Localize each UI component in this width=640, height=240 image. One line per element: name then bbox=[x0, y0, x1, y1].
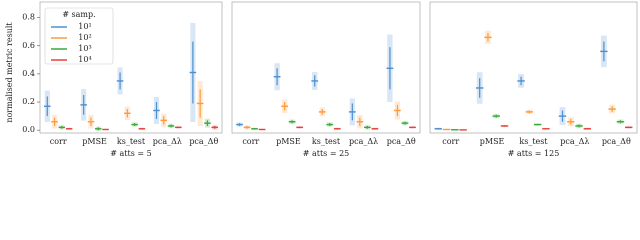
legend-label: 10² bbox=[78, 33, 91, 42]
x-tick-label: corr bbox=[442, 137, 459, 146]
x-tick-label: pMSE bbox=[82, 137, 107, 146]
x-tick-label: pca_Δλ bbox=[349, 137, 378, 146]
x-tick-label: pca_Δλ bbox=[560, 137, 589, 146]
legend-label: 10³ bbox=[78, 44, 91, 53]
x-tick-label: corr bbox=[242, 137, 259, 146]
x-tick-label: pMSE bbox=[276, 137, 301, 146]
y-axis-label: normalised metric result bbox=[5, 22, 14, 123]
x-tick-label: pca_Δθ bbox=[189, 137, 218, 146]
x-tick-label: ks_test bbox=[117, 137, 146, 146]
y-tick-label: 0.0 bbox=[22, 125, 35, 134]
x-axis-label: # atts = 125 bbox=[508, 149, 560, 158]
chart: 0.0 0.2 0.4 0.6 0.8 normalised metric result #… bbox=[5, 1, 638, 158]
x-axis-label: # atts = 5 bbox=[110, 149, 151, 158]
y-tick-label: 0.8 bbox=[22, 13, 35, 22]
plot-frame bbox=[231, 1, 421, 134]
x-tick-label: pca_Δθ bbox=[387, 137, 416, 146]
plot-frame bbox=[429, 1, 638, 134]
y-tick-label: 0.4 bbox=[22, 69, 35, 78]
x-tick-label: pca_Δλ bbox=[153, 137, 182, 146]
x-tick-label: ks_test bbox=[519, 137, 548, 146]
legend-title: # samp. bbox=[62, 10, 95, 19]
legend-box bbox=[44, 7, 114, 65]
x-axis-label: # atts = 25 bbox=[303, 149, 350, 158]
x-tick-label: ks_test bbox=[312, 137, 341, 146]
x-tick-label: corr bbox=[50, 137, 67, 146]
legend-label: 10¹ bbox=[78, 22, 91, 31]
legend-label: 10⁴ bbox=[78, 55, 91, 64]
plot-frame bbox=[39, 1, 223, 134]
x-tick-label: pca_Δθ bbox=[602, 137, 631, 146]
y-tick-label: 0.2 bbox=[22, 97, 35, 106]
y-tick-label: 0.6 bbox=[22, 41, 35, 50]
x-tick-label: pMSE bbox=[480, 137, 505, 146]
